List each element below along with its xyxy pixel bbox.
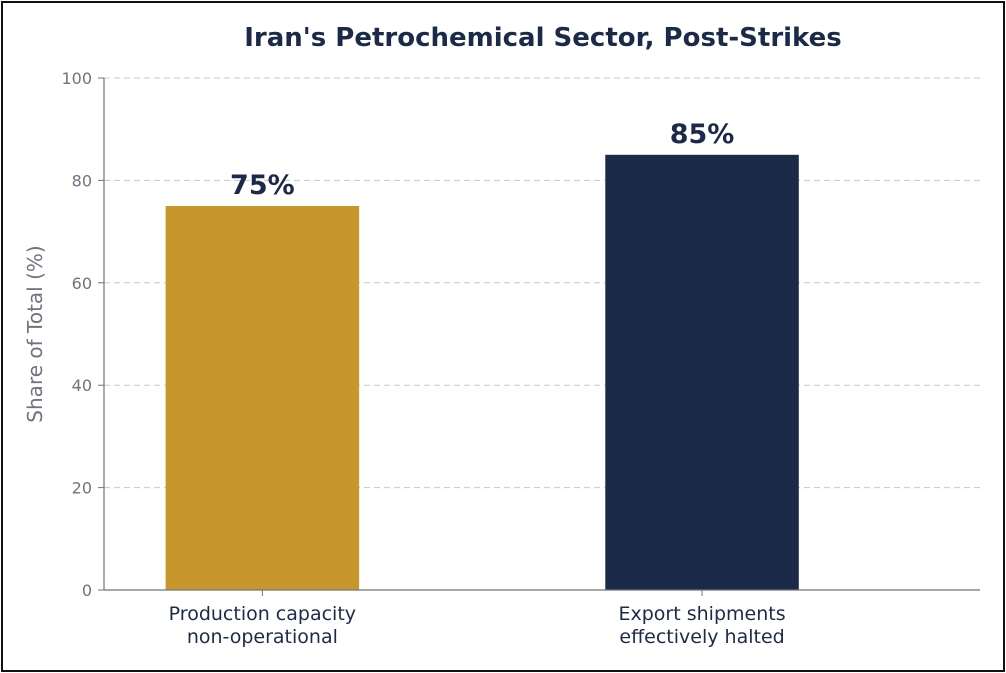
gridlines	[104, 77, 980, 489]
y-tick-label: 100	[61, 69, 92, 88]
chart-title: Iran's Petrochemical Sector, Post-Strike…	[244, 23, 842, 53]
bars	[165, 154, 799, 591]
bar	[605, 154, 799, 591]
y-tick-label: 80	[72, 171, 92, 190]
y-tick-label: 40	[72, 376, 92, 395]
axes	[103, 78, 980, 591]
y-ticks: 0 20 40 60 80 100	[61, 69, 104, 600]
x-tick-label: Export shipments	[618, 603, 785, 625]
y-axis-label: Share of Total (%)	[23, 245, 47, 422]
data-label: 75%	[230, 170, 295, 201]
data-label: 85%	[670, 119, 735, 150]
y-tick-label: 60	[72, 274, 92, 293]
x-tick-label: non-operational	[187, 626, 338, 648]
x-tick-label: Production capacity	[169, 603, 356, 625]
data-labels: 75% 85%	[230, 119, 734, 201]
bar	[165, 206, 360, 590]
y-tick-label: 0	[82, 581, 92, 600]
x-tick-label: effectively halted	[619, 626, 784, 648]
y-tick-label: 20	[72, 479, 92, 498]
